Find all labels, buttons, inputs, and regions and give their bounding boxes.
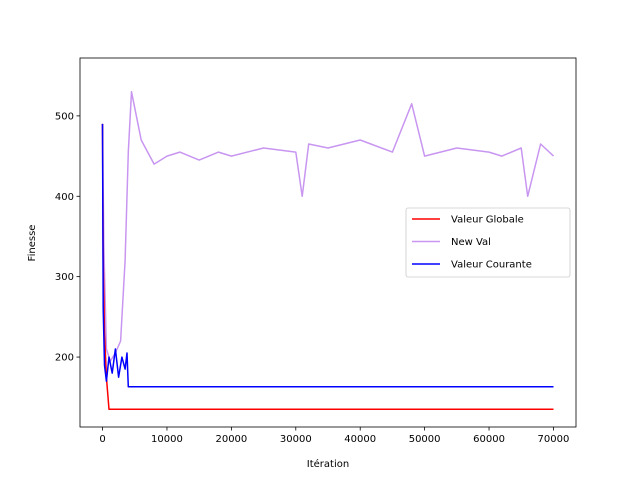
x-tick-label: 0: [99, 434, 105, 445]
legend-label: Valeur Globale: [451, 215, 524, 226]
plot-frame: [79, 57, 577, 428]
y-tick-label: 400: [55, 192, 74, 203]
y-axis-ticks: 200 300 400 500: [55, 111, 80, 364]
y-axis-title: Finesse: [27, 225, 38, 262]
y-tick-label: 200: [55, 353, 74, 364]
x-tick-label: 40000: [344, 434, 376, 445]
x-tick-label: 50000: [409, 434, 441, 445]
legend-label: Valeur Courante: [451, 260, 532, 271]
x-tick-label: 10000: [151, 434, 183, 445]
x-axis-title: Itération: [307, 458, 349, 470]
y-tick-label: 300: [55, 272, 74, 283]
x-tick-label: 60000: [473, 434, 505, 445]
legend-label: New Val: [451, 237, 491, 248]
series-line-valeur-courante: [101, 123, 554, 388]
x-tick-label: 30000: [280, 434, 312, 445]
series-line-new-val: [101, 91, 555, 362]
x-tick-label: 70000: [538, 434, 570, 445]
legend-box: [405, 207, 571, 278]
x-tick-label: 20000: [215, 434, 247, 445]
plot-content: [101, 91, 555, 411]
legend: Valeur Globale New Val Valeur Courante: [405, 207, 571, 278]
x-axis-ticks: 0 10000 20000 30000 40000 50000 60000 70000: [99, 427, 569, 445]
y-tick-label: 500: [55, 111, 74, 122]
